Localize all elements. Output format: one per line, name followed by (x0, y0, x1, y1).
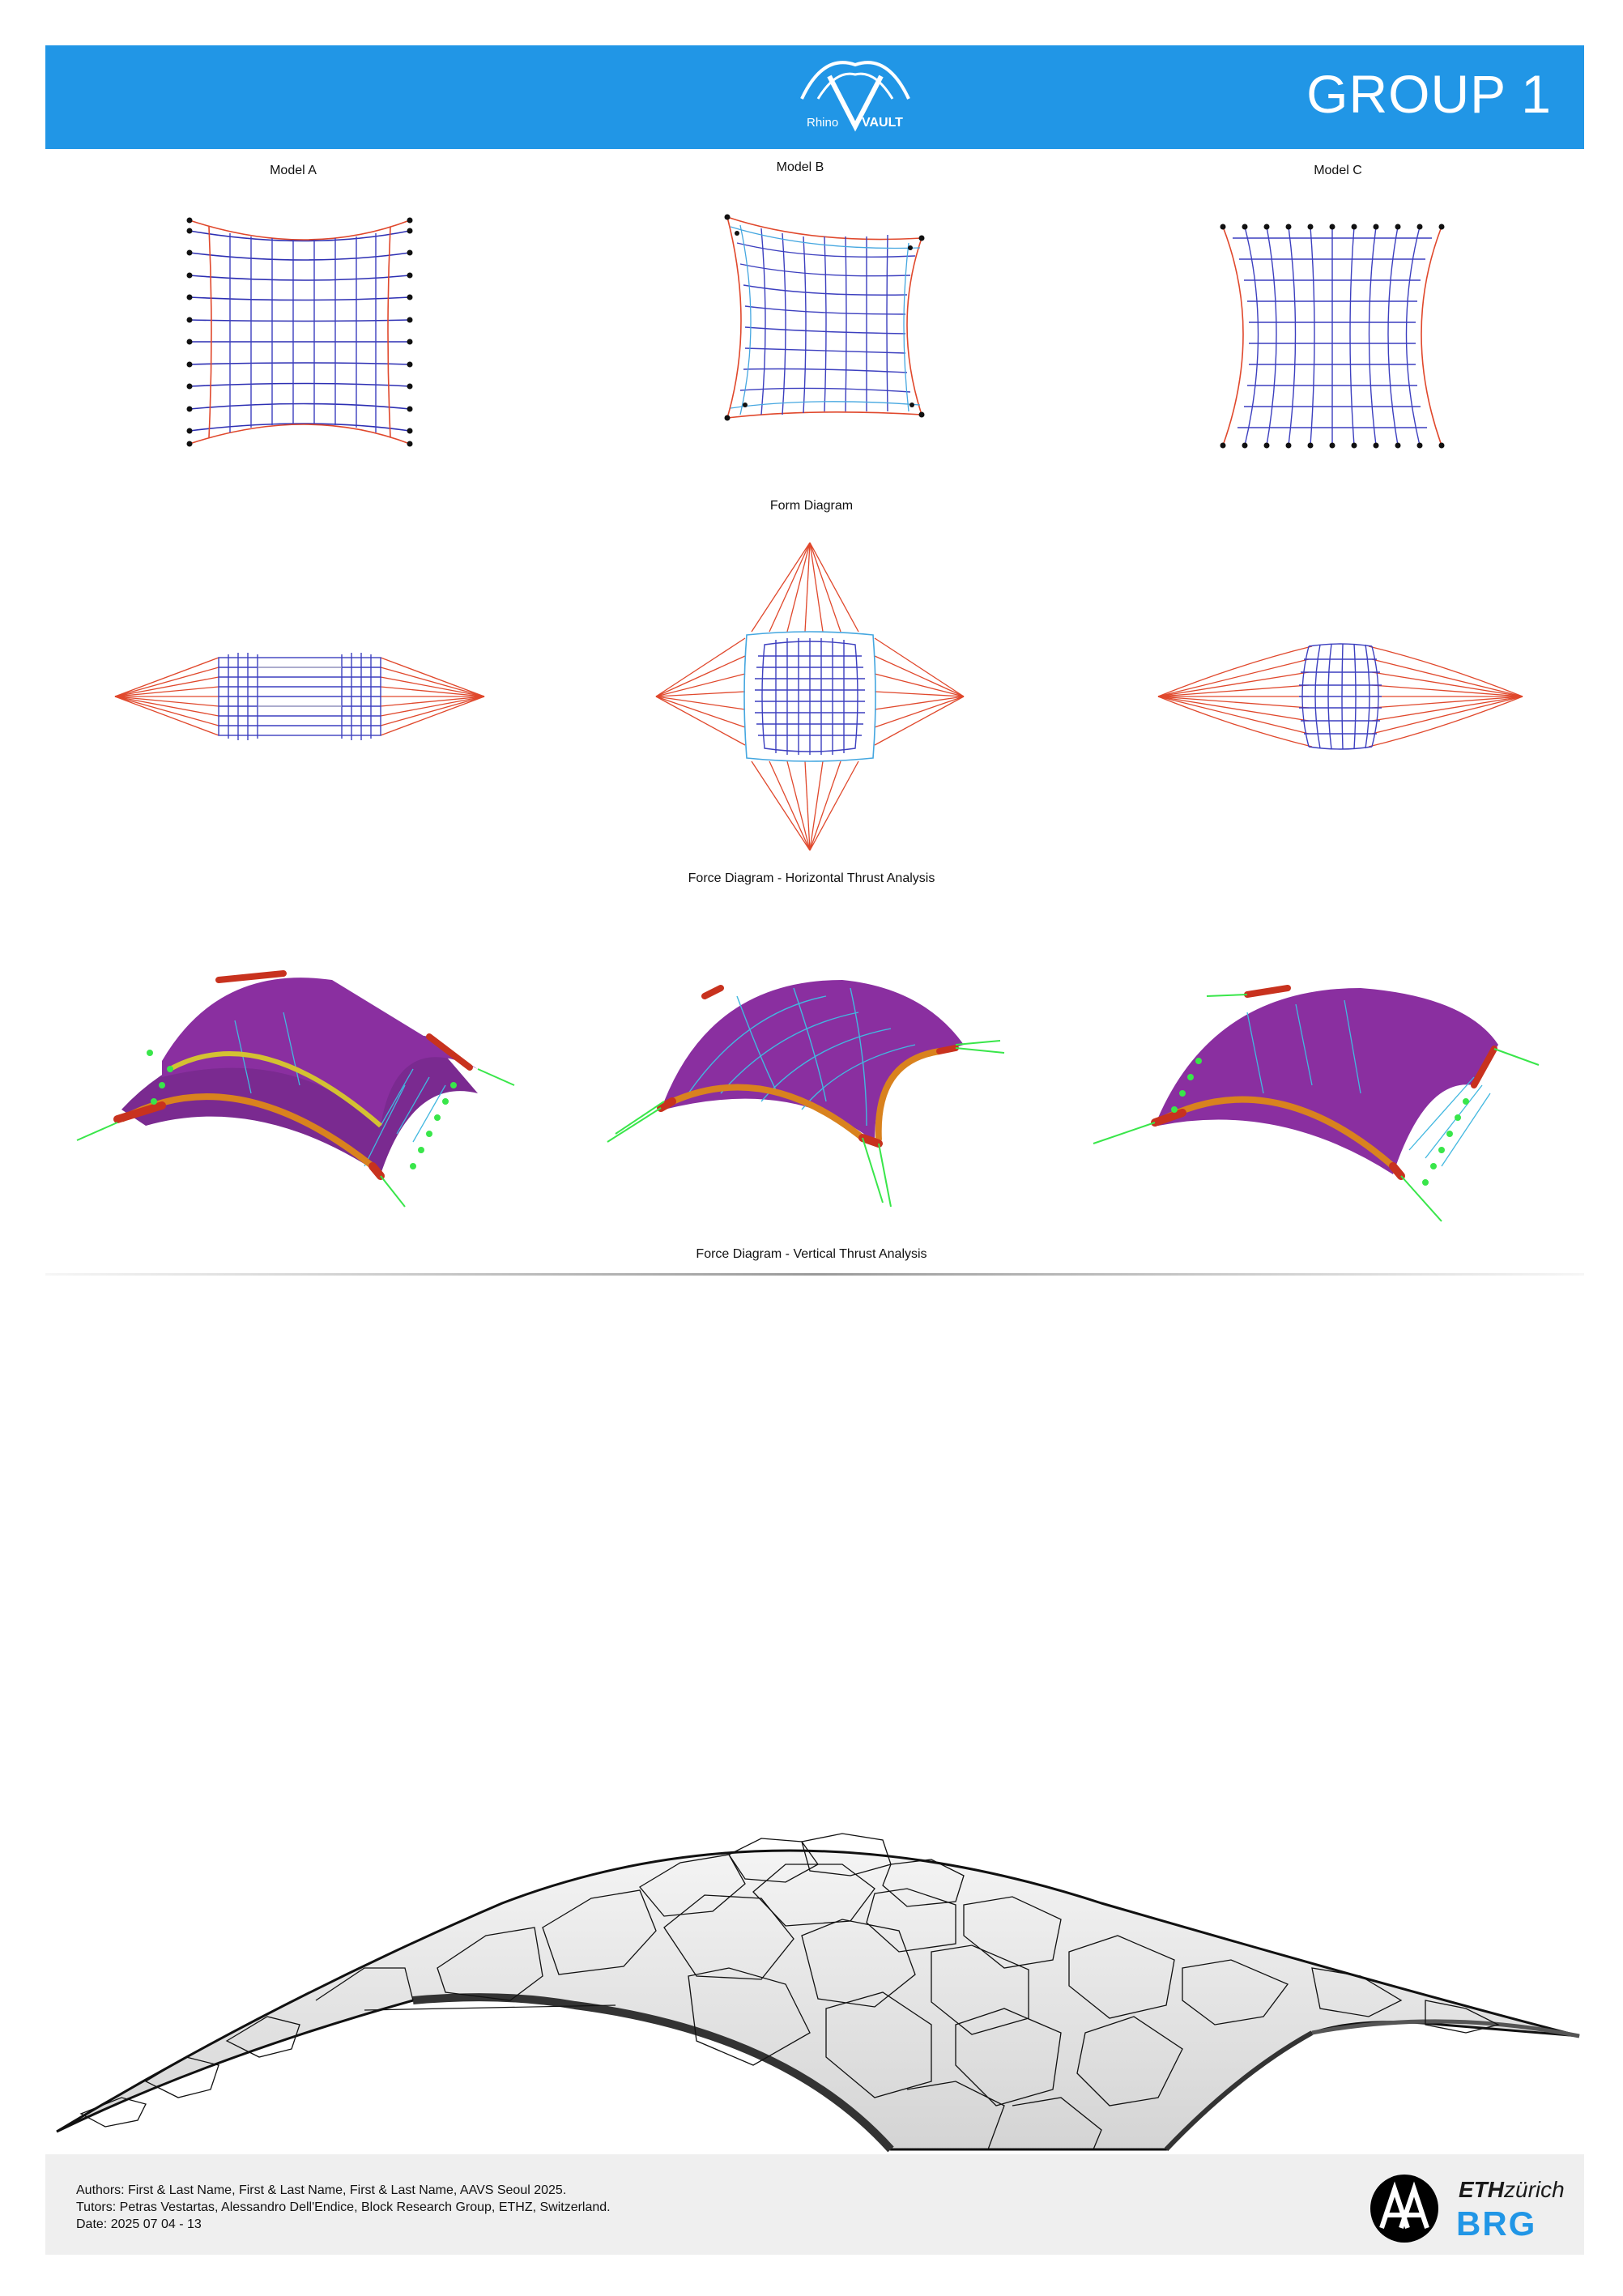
force-diagram-c (1157, 643, 1523, 750)
form-diagram-label: Form Diagram (769, 499, 854, 513)
form-diagram-c (1220, 224, 1445, 449)
force-diagram-a (114, 653, 485, 740)
force-horizontal-label: Force Diagram - Horizontal Thrust Analys… (688, 871, 935, 885)
model-b-label: Model B (776, 160, 824, 174)
vault-3d-c (1093, 985, 1540, 1222)
footer: Authors: First & Last Name, First & Last… (45, 2154, 1584, 2255)
model-c-label: Model C (1314, 164, 1362, 177)
force-vertical-label: Force Diagram - Vertical Thrust Analysis (696, 1247, 927, 1261)
eth-zurich-logo: ETHzürich (1459, 2177, 1565, 2203)
footer-credits: Authors: First & Last Name, First & Last… (76, 2182, 611, 2233)
vault-3d-b (607, 980, 1005, 1208)
brg-logo: BRG (1456, 2204, 1537, 2243)
hex-shell-render (56, 1833, 1580, 2153)
header-banner: Rhino VAULT GROUP 1 (45, 45, 1584, 149)
logo-vault-text: VAULT (862, 116, 903, 130)
aa-logo (1370, 2175, 1438, 2243)
tutors-text: Tutors: Petras Vestartas, Alessandro Del… (76, 2200, 611, 2214)
date-text: Date: 2025 07 04 - 13 (76, 2217, 202, 2231)
rhinovault-logo: Rhino VAULT (800, 61, 910, 132)
vault-3d-a (76, 970, 515, 1208)
form-diagram-b (724, 214, 925, 421)
eth-italic-text: zürich (1504, 2177, 1565, 2202)
force-diagram-b (655, 542, 965, 851)
form-diagram-a (186, 217, 413, 447)
model-a-label: Model A (270, 164, 317, 177)
aa-logo-icon (1379, 2181, 1429, 2229)
authors-text: Authors: First & Last Name, First & Last… (76, 2183, 567, 2197)
eth-bold-text: ETH (1459, 2177, 1504, 2202)
group-title: GROUP 1 (1306, 64, 1552, 124)
section-divider (45, 1273, 1584, 1276)
logo-rhino-text: Rhino (807, 116, 838, 130)
